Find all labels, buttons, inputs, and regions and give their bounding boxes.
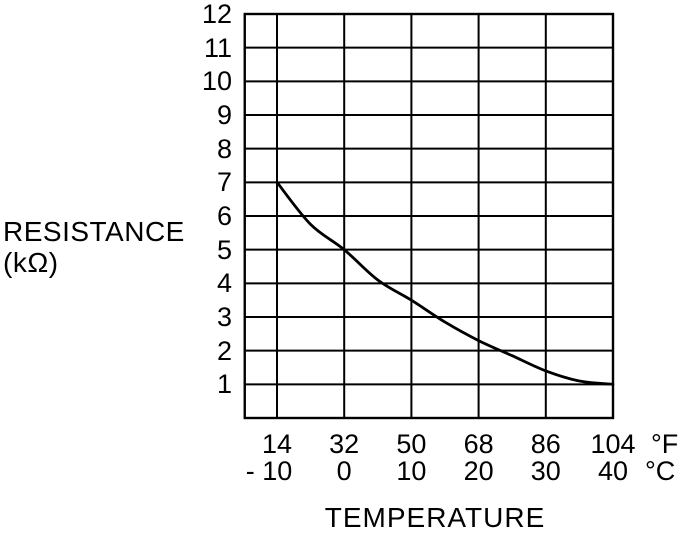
y-tick-label: 9 [216,100,232,130]
y-tick-label: 10 [201,66,232,97]
y-axis-title: RESISTANCE (kΩ) [3,216,185,278]
x-tick-label: 10 [396,456,427,486]
y-axis-title-line2: (kΩ) [3,247,59,278]
y-tick-label: 7 [216,167,232,198]
y-tick-label: 5 [216,234,232,265]
fahrenheit-unit-label: °F [651,429,679,459]
plot-border [243,12,615,420]
x-tick-label: 14 [261,429,293,459]
x-tick-label: - 10 [245,456,293,486]
celsius-unit-label: °C [645,456,676,486]
x-axis-title: TEMPERATURE [324,502,546,533]
x-tick-label: 68 [463,429,494,459]
y-tick-label: 6 [216,201,232,231]
x-tick-label: 86 [530,429,561,459]
x-tick-label: 40 [597,456,629,486]
y-tick-label: 8 [216,133,232,164]
resistance-curve [275,180,615,386]
y-tick-label: 12 [201,0,232,29]
y-tick-label: 4 [216,268,232,299]
x-tick-label: 32 [329,429,360,459]
x-tick-label: 20 [463,456,494,486]
y-tick-label: 1 [216,369,232,400]
y-tick-label: 3 [216,302,232,332]
y-tick-label: 11 [203,32,232,63]
y-tick-label: 2 [216,335,232,366]
x-tick-label: 50 [396,429,427,459]
x-tick-label: 104 [590,429,636,459]
y-axis-title-line1: RESISTANCE [3,216,185,247]
x-tick-label: 0 [336,456,352,486]
x-tick-label: 30 [530,456,561,486]
